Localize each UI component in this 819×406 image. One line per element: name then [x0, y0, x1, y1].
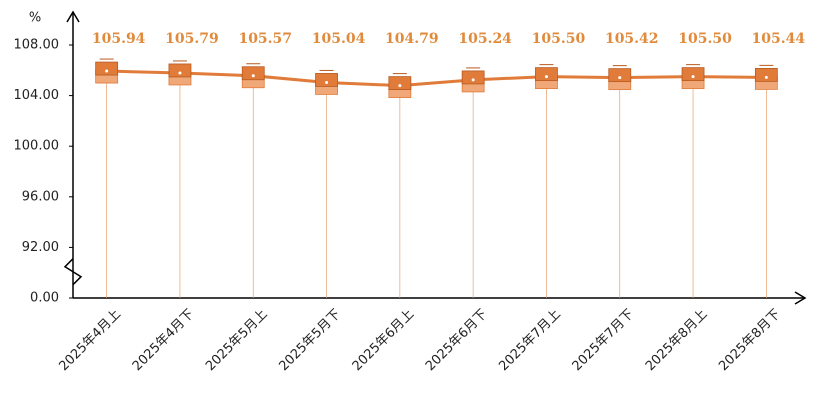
value-label: 105.44	[752, 31, 806, 47]
x-tick-label: 2025年8月上	[643, 307, 710, 374]
y-tick-label: 108.00	[14, 38, 60, 53]
x-tick-label: 2025年6月上	[350, 307, 417, 374]
marker	[241, 66, 265, 81]
marker-dot	[325, 80, 329, 84]
value-label: 105.94	[92, 31, 146, 47]
value-label: 104.79	[385, 31, 439, 47]
marker	[754, 67, 778, 82]
marker-dot	[618, 76, 622, 80]
x-tick-label: 2025年7月下	[570, 307, 637, 374]
line	[106, 69, 767, 88]
y-tick-label: 104.00	[14, 88, 60, 103]
marker	[95, 61, 119, 76]
marker	[315, 73, 338, 87]
x-tick-label: 2025年4月上	[57, 307, 124, 374]
y-tick-label: 0.00	[30, 291, 59, 306]
marker	[388, 76, 412, 91]
value-label: 105.79	[165, 31, 219, 47]
value-label: 105.50	[532, 31, 586, 47]
x-tick-label: 2025年6月下	[423, 307, 490, 374]
marker-dot	[178, 71, 182, 75]
x-tick-label: 2025年4月下	[130, 307, 197, 374]
y-axis-arrow	[66, 10, 80, 23]
value-label: 105.24	[458, 31, 512, 47]
marker-dot	[544, 75, 548, 79]
y-tick-label: 100.00	[14, 139, 60, 154]
marker-dot	[691, 75, 695, 79]
x-tick-label: 2025年8月下	[716, 307, 783, 374]
marker-dot	[105, 69, 109, 73]
x-axis-arrow	[794, 291, 807, 305]
y-tick-label: 96.00	[22, 189, 59, 204]
marker-dot	[251, 74, 255, 78]
marker	[168, 63, 192, 78]
marker	[681, 67, 705, 82]
y-axis-label: %	[29, 11, 41, 26]
marker-dot	[471, 78, 475, 82]
x-tick-label: 2025年5月下	[276, 307, 343, 374]
marker	[608, 68, 632, 83]
value-label: 105.57	[238, 31, 292, 47]
axis-break	[63, 258, 83, 286]
value-label: 105.42	[605, 31, 659, 47]
y-tick-label: 92.00	[22, 240, 59, 255]
marker-dot	[764, 75, 768, 79]
value-label: 105.04	[312, 31, 366, 47]
x-tick-label: 2025年7月上	[496, 307, 563, 374]
marker-dot	[398, 84, 402, 88]
marker	[535, 67, 558, 82]
marker	[461, 70, 485, 85]
value-label: 105.50	[678, 31, 732, 47]
x-tick-label: 2025年5月上	[203, 307, 270, 374]
